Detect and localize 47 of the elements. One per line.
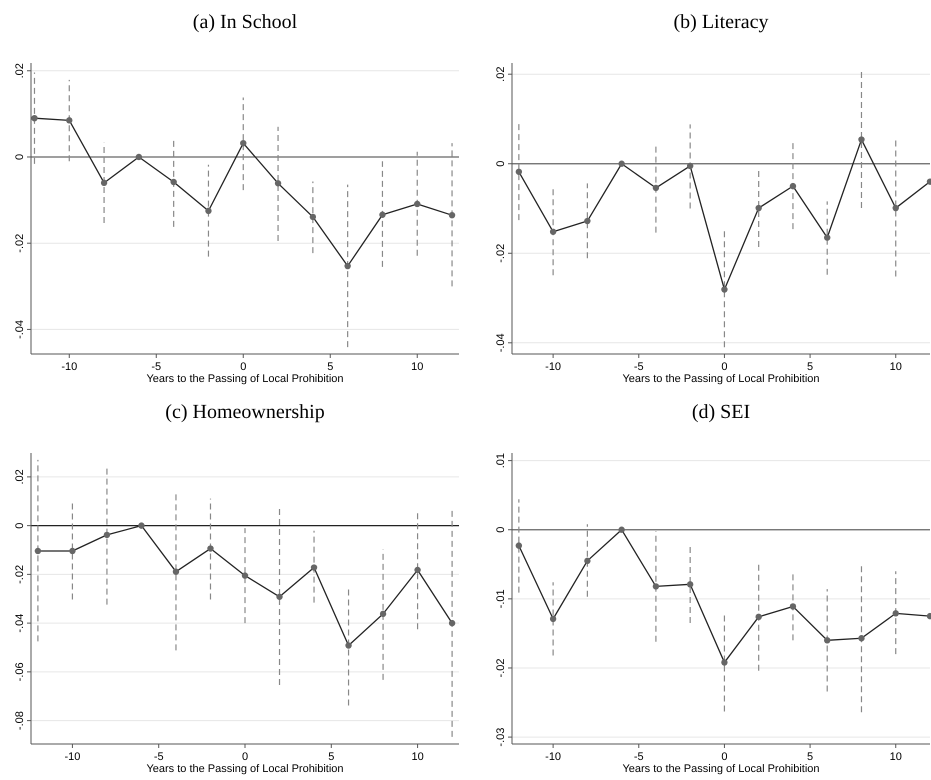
x-tick-label: 0 [242, 751, 248, 763]
y-tick-label: -.02 [14, 234, 26, 253]
y-tick-label: -.08 [14, 711, 26, 730]
y-tick-label: -.04 [14, 320, 26, 339]
x-tick-label: -5 [634, 751, 644, 763]
y-tick-label: -.02 [495, 244, 507, 263]
x-tick-label: 5 [807, 361, 814, 373]
x-axis-title: Years to the Passing of Local Prohibition [622, 763, 820, 775]
y-tick-label: -.02 [14, 564, 26, 584]
y-tick-label: -.04 [495, 333, 507, 352]
x-tick-label: 0 [240, 361, 246, 373]
x-axis-title: Years to the Passing of Local Prohibition [622, 373, 820, 385]
x-axis-title: Years to the Passing of Local Prohibition [146, 763, 344, 775]
x-tick-label: 0 [721, 751, 728, 763]
chart-title: (d) SEI [692, 401, 750, 423]
x-tick-label: -10 [64, 751, 80, 763]
y-tick-label: .02 [14, 469, 26, 485]
x-tick-label: -5 [154, 751, 164, 763]
y-tick-label: .02 [14, 63, 26, 78]
x-axis-title: Years to the Passing of Local Prohibition [146, 373, 344, 385]
chart-title: (a) In School [192, 11, 298, 33]
y-tick-label: 0 [14, 522, 26, 529]
x-tick-label: -10 [61, 361, 78, 373]
x-tick-label: 10 [890, 361, 902, 373]
y-tick-label: 0 [14, 154, 26, 160]
x-tick-label: 0 [721, 361, 728, 373]
x-tick-label: 10 [411, 751, 424, 763]
y-tick-label: -.02 [495, 658, 507, 678]
chart-title: (c) Homeownership [165, 401, 325, 423]
y-tick-label: -.01 [495, 589, 507, 608]
x-tick-label: -5 [634, 361, 644, 373]
y-tick-label: -.03 [495, 728, 507, 747]
x-tick-label: 5 [328, 751, 334, 763]
y-tick-label: 0 [495, 526, 507, 533]
x-tick-label: -10 [545, 751, 562, 763]
y-tick-label: -.06 [14, 662, 26, 682]
x-tick-label: -5 [151, 361, 162, 373]
x-tick-label: 5 [807, 751, 814, 763]
y-tick-label: .02 [495, 66, 507, 82]
x-tick-label: 5 [327, 361, 334, 373]
y-tick-label: .01 [495, 452, 507, 468]
x-tick-label: 10 [890, 751, 902, 763]
chart-title: (b) Literacy [674, 11, 768, 33]
x-tick-label: 10 [411, 361, 424, 373]
y-tick-label: 0 [495, 160, 507, 167]
x-tick-label: -10 [545, 361, 562, 373]
y-tick-label: -.04 [14, 614, 26, 633]
